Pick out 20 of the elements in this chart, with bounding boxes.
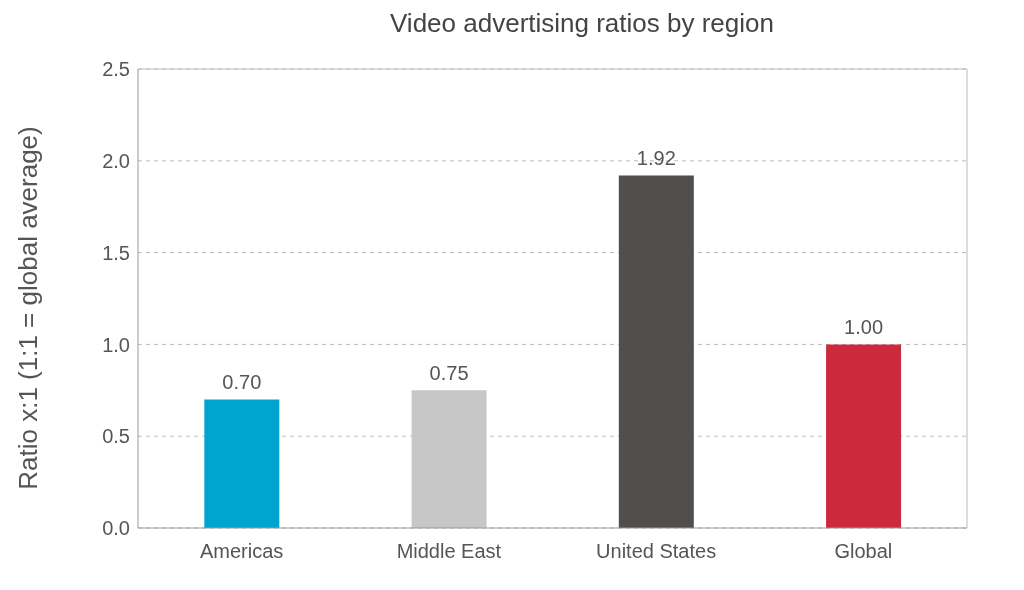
bar [204, 399, 280, 528]
x-tick-label: Middle East [396, 540, 502, 563]
data-label: 1.00 [844, 316, 884, 339]
y-tick-label: 1.5 [102, 241, 130, 264]
y-tick-label: 0.0 [102, 517, 130, 540]
data-label: 0.75 [429, 362, 469, 385]
y-axis-title: Ratio x:1 (1:1 = global average) [12, 126, 44, 490]
data-label: 1.92 [636, 147, 676, 170]
x-tick-label: United States [596, 540, 717, 563]
chart-title: Video advertising ratios by region [389, 8, 775, 39]
data-label: 0.70 [222, 371, 262, 394]
bar [826, 344, 902, 528]
y-tick-label: 0.5 [102, 425, 130, 448]
bar [618, 175, 694, 528]
x-tick-label: Global [834, 540, 893, 563]
y-tick-label: 2.0 [102, 149, 130, 172]
bar [411, 390, 487, 528]
x-tick-label: Americas [199, 540, 284, 563]
y-tick-label: 2.5 [102, 58, 130, 81]
y-tick-label: 1.0 [102, 333, 130, 356]
